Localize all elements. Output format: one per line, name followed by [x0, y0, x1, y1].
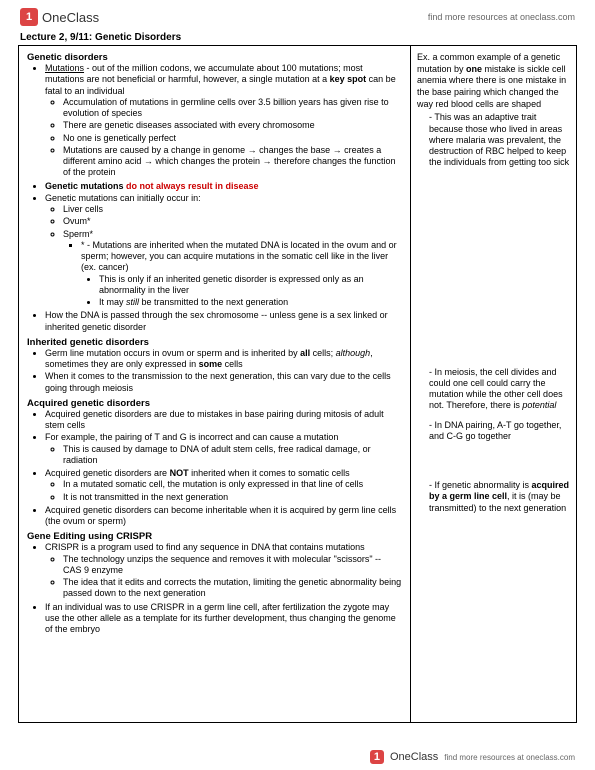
- text: potential: [522, 400, 556, 410]
- text: If genetic abnormality is: [435, 480, 532, 490]
- text-italic: still: [126, 297, 142, 307]
- text: be transmitted to the next generation: [142, 297, 289, 307]
- mutations-label: Mutations: [45, 63, 84, 73]
- section-inherited: Inherited genetic disorders: [27, 337, 402, 348]
- list-item: Germ line mutation occurs in ovum or spe…: [45, 348, 402, 371]
- text: Genetic mutations: [45, 181, 126, 191]
- list-item: CRISPR is a program used to find any seq…: [45, 542, 402, 599]
- side-note-meiosis: In meiosis, the cell divides and could o…: [417, 367, 570, 412]
- text: all: [300, 348, 310, 358]
- text: NOT: [170, 468, 189, 478]
- list-item: Mutations are caused by a change in geno…: [63, 145, 402, 179]
- list-item: Acquired genetic disorders are NOT inher…: [45, 468, 402, 503]
- list-item: In a mutated somatic cell, the mutation …: [63, 479, 402, 490]
- tagline: find more resources at oneclass.com: [444, 753, 575, 762]
- main-column: Genetic disorders Mutations - out of the…: [19, 46, 411, 722]
- list-item: Genetic mutations do not always result i…: [45, 181, 402, 192]
- logo-icon: [370, 750, 384, 764]
- text: inherited when it comes to somatic cells: [189, 468, 350, 478]
- text: - out of the million codons, we accumula…: [45, 63, 363, 84]
- list-item: In meiosis, the cell divides and could o…: [429, 367, 570, 412]
- logo: OneClass: [20, 8, 99, 26]
- list-item: Sperm* * - Mutations are inherited when …: [63, 229, 402, 309]
- spacer: [417, 177, 570, 367]
- text: one: [466, 64, 482, 74]
- list-item: This is caused by damage to DNA of adult…: [63, 444, 402, 467]
- side-note-germ-line: If genetic abnormality is acquired by a …: [417, 480, 570, 514]
- list-item: This was an adaptive trait because those…: [429, 112, 570, 168]
- lecture-title: Lecture 2, 9/11: Genetic Disorders: [0, 30, 595, 45]
- side-note-sickle-cell: Ex. a common example of a genetic mutati…: [417, 52, 570, 169]
- text-red: do not always result in disease: [126, 181, 259, 191]
- list-item: Mutations - out of the million codons, w…: [45, 63, 402, 179]
- spacer: [417, 450, 570, 480]
- text: Germ line mutation occurs in ovum or spe…: [45, 348, 300, 358]
- list: Germ line mutation occurs in ovum or spe…: [27, 348, 402, 394]
- list-item: In DNA pairing, A-T go together, and C-G…: [429, 420, 570, 443]
- list-item: Ovum*: [63, 216, 402, 227]
- tagline: find more resources at oneclass.com: [428, 12, 575, 22]
- list-item: The technology unzips the sequence and r…: [63, 554, 402, 577]
- side-column: Ex. a common example of a genetic mutati…: [411, 46, 576, 722]
- list-item: It is not transmitted in the next genera…: [63, 492, 402, 503]
- list-item: Accumulation of mutations in germline ce…: [63, 97, 402, 120]
- list-item: When it comes to the transmission to the…: [45, 371, 402, 394]
- list-item: This is only if an inherited genetic dis…: [99, 274, 402, 297]
- text: It may: [99, 297, 126, 307]
- section-acquired: Acquired genetic disorders: [27, 398, 402, 409]
- list-item: * - Mutations are inherited when the mut…: [81, 240, 402, 309]
- logo-icon: [20, 8, 38, 26]
- list-item: If genetic abnormality is acquired by a …: [429, 480, 570, 514]
- list: Mutations - out of the million codons, w…: [27, 63, 402, 333]
- list-item: How the DNA is passed through the sex ch…: [45, 310, 402, 333]
- section-crispr: Gene Editing using CRISPR: [27, 531, 402, 542]
- text: Acquired genetic disorders are: [45, 468, 170, 478]
- brand-name: OneClass: [390, 751, 438, 763]
- text: some: [199, 359, 223, 369]
- list-item: Genetic mutations can initially occur in…: [45, 193, 402, 309]
- list-item: The idea that it edits and corrects the …: [63, 577, 402, 600]
- key-spot: key spot: [330, 74, 367, 84]
- list-item: Liver cells: [63, 204, 402, 215]
- list-item: Acquired genetic disorders can become in…: [45, 505, 402, 528]
- list-item: If an individual was to use CRISPR in a …: [45, 602, 402, 636]
- list: CRISPR is a program used to find any seq…: [27, 542, 402, 635]
- brand-name: OneClass: [42, 10, 99, 25]
- page-header: OneClass find more resources at oneclass…: [0, 0, 595, 30]
- side-note-dna-pairing: In DNA pairing, A-T go together, and C-G…: [417, 420, 570, 443]
- list-item: No one is genetically perfect: [63, 133, 402, 144]
- list-item: It may still be transmitted to the next …: [99, 297, 402, 308]
- text: although: [336, 348, 371, 358]
- list-item: There are genetic diseases associated wi…: [63, 120, 402, 131]
- content-frame: Genetic disorders Mutations - out of the…: [18, 45, 577, 723]
- text: cells: [222, 359, 243, 369]
- text: cells;: [310, 348, 336, 358]
- page-footer: OneClass find more resources at oneclass…: [370, 750, 575, 764]
- list: Acquired genetic disorders are due to mi…: [27, 409, 402, 528]
- list-item: For example, the pairing of T and G is i…: [45, 432, 402, 466]
- list-item: Acquired genetic disorders are due to mi…: [45, 409, 402, 432]
- section-genetic-disorders: Genetic disorders: [27, 52, 402, 63]
